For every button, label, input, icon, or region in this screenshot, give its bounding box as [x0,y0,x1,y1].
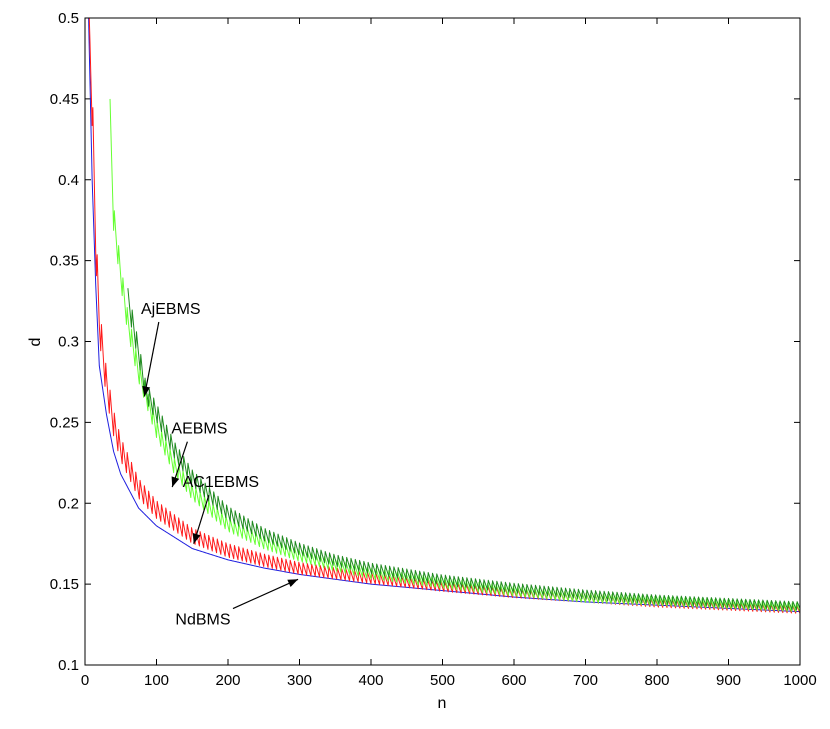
series-line [127,288,801,611]
y-tick-label: 0.25 [50,414,79,431]
annotation-arrowhead [287,579,299,588]
x-tick-label: 600 [501,672,526,689]
x-tick-label: 800 [644,672,669,689]
series-lines [88,17,801,614]
annotation-arrow [232,578,299,610]
annotation-label: AEBMS [171,421,227,438]
annotation-arrow [143,321,160,397]
y-tick-label: 0.1 [58,657,79,674]
annotation-label: NdBMS [175,612,230,629]
y-tick-label: 0.5 [58,10,79,27]
x-tick-label: 100 [144,672,169,689]
annotation-arrowhead [171,476,180,488]
axis-ticks: 0 100 200 300 400 500 600 700 800 900 1000 0.1 0.15 0… [50,10,817,689]
x-tick-label: 200 [215,672,240,689]
y-tick-label: 0.15 [50,576,79,593]
y-tick-label: 0.4 [58,172,79,189]
x-tick-label: 900 [716,672,741,689]
x-tick-label: 700 [573,672,598,689]
annotation-arrowhead [192,532,201,544]
x-tick-label: 1000 [783,672,816,689]
x-tick-label: 400 [358,672,383,689]
x-axis-label: n [438,695,447,712]
x-tick-label: 300 [287,672,312,689]
x-tick-label: 0 [81,672,89,689]
annotations: AjEBMS AEBMS AC1EBMS NdBMS [141,301,299,629]
y-axis-label: d [27,338,44,347]
y-tick-label: 0.35 [50,253,79,270]
plot-frame [84,17,801,666]
y-tick-label: 0.3 [58,334,79,351]
x-tick-label: 500 [430,672,455,689]
y-tick-label: 0.2 [58,495,79,512]
plot-area [85,18,800,665]
annotation-arrowhead [142,385,151,397]
annotation-label: AC1EBMS [183,474,259,491]
annotation-label: AjEBMS [141,301,201,318]
y-tick-label: 0.45 [50,91,79,108]
